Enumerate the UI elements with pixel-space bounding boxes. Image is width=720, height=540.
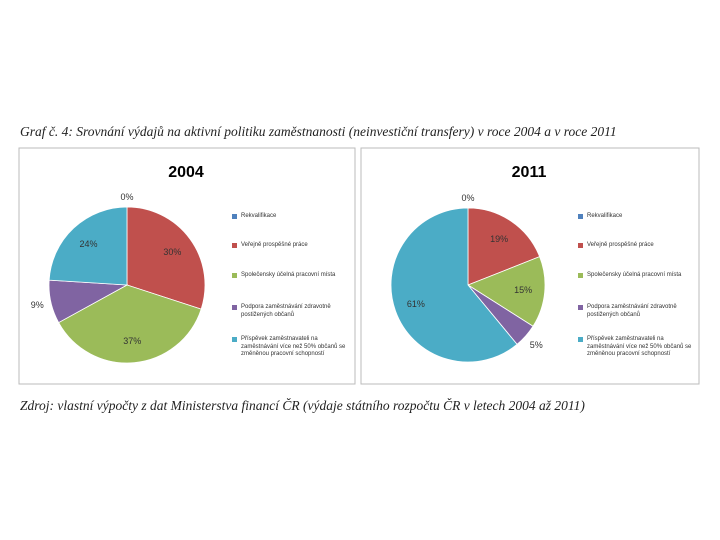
data-label: 30% xyxy=(163,247,181,257)
legend-label: Veřejně prospěšné práce xyxy=(241,242,308,248)
legend-swatch xyxy=(578,214,583,219)
data-label: 24% xyxy=(80,239,98,249)
legend-label: Veřejně prospěšné práce xyxy=(587,242,654,248)
pie-slice xyxy=(48,206,128,286)
legend-entry: Společensky účelná pracovní místa xyxy=(232,272,349,280)
legend-swatch xyxy=(578,305,583,310)
pie-slice xyxy=(467,256,546,327)
legend-label: Příspěvek zaměstnavateli na zaměstnávání… xyxy=(587,336,692,357)
legend-entry: Rekvalifikace xyxy=(232,213,349,221)
legend-label: Příspěvek zaměstnavateli na zaměstnávání… xyxy=(241,336,346,357)
legend-swatch xyxy=(578,273,583,278)
legend-swatch xyxy=(578,243,583,248)
legend-entry: Příspěvek zaměstnavateli na zaměstnávání… xyxy=(232,336,349,359)
legend-label: Rekvalifikace xyxy=(587,213,623,219)
caption: Graf č. 4: Srovnání výdajů na aktivní po… xyxy=(20,124,617,139)
chart-title: 2011 xyxy=(512,164,547,181)
pie-slice xyxy=(58,284,202,364)
legend-swatch xyxy=(578,337,583,342)
legend-label: Společensky účelná pracovní místa xyxy=(241,272,336,278)
legend-swatch xyxy=(232,214,237,219)
source: Zdroj: vlastní výpočty z dat Ministerstv… xyxy=(20,398,585,413)
data-label: 15% xyxy=(514,285,532,295)
pie-slice xyxy=(390,207,518,363)
legend-entry: Podpora zaměstnávání zdravotně postižený… xyxy=(232,304,349,319)
legend-entry: Veřejně prospěšné práce xyxy=(232,242,349,250)
pie-slice xyxy=(467,207,541,286)
legend-label: Rekvalifikace xyxy=(241,213,277,219)
data-label: 19% xyxy=(490,234,508,244)
legend-label: Podpora zaměstnávání zdravotně postižený… xyxy=(241,304,331,318)
legend-entry: Veřejně prospěšné práce xyxy=(578,242,695,250)
data-label: 9% xyxy=(31,300,44,310)
data-label: 0% xyxy=(120,192,133,202)
legend-swatch xyxy=(232,337,237,342)
legend-label: Podpora zaměstnávání zdravotně postižený… xyxy=(587,304,677,318)
pie-slice xyxy=(126,206,206,310)
legend-swatch xyxy=(232,243,237,248)
legend-label: Společensky účelná pracovní místa xyxy=(587,272,682,278)
legend-swatch xyxy=(232,273,237,278)
legend-entry: Společensky účelná pracovní místa xyxy=(578,272,695,280)
data-label: 37% xyxy=(123,336,141,346)
data-label: 5% xyxy=(530,340,543,350)
data-label: 0% xyxy=(461,193,474,203)
legend-entry: Podpora zaměstnávání zdravotně postižený… xyxy=(578,304,695,319)
legend-swatch xyxy=(232,305,237,310)
legend-entry: Rekvalifikace xyxy=(578,213,695,221)
data-label: 61% xyxy=(407,299,425,309)
chart-title: 2004 xyxy=(168,164,204,181)
legend-entry: Příspěvek zaměstnavateli na zaměstnávání… xyxy=(578,336,695,359)
